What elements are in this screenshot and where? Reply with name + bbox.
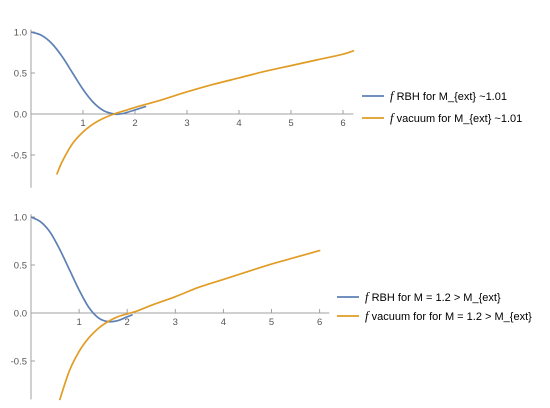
x-tick-label: 6 — [317, 317, 322, 328]
y-tick-label: -0.5 — [11, 151, 27, 162]
y-tick-label: 0.5 — [14, 261, 27, 272]
y-tick-label: 0.0 — [14, 309, 27, 320]
x-tick-label: 4 — [236, 118, 241, 129]
y-tick-label: -0.5 — [11, 357, 27, 368]
x-tick-label: 3 — [184, 118, 189, 129]
x-tick-label: 6 — [340, 118, 345, 129]
legend-entry: f RBH for M_{ext} ~1.01 — [390, 89, 507, 103]
series-line-1 — [56, 50, 355, 175]
x-tick-label: 1 — [76, 317, 81, 328]
y-tick-label: 0.0 — [14, 110, 27, 121]
series-line-0 — [31, 216, 133, 323]
plot-top: 1 2 3 4 5 6 -0.5 0.0 0.5 1.0 f RBH for M_{ext} ~1.… — [11, 28, 522, 188]
legend-entry: f RBH for M = 1.2 > M_{ext} — [365, 290, 501, 304]
x-tick-label: 2 — [125, 317, 130, 328]
x-tick-label: 2 — [132, 118, 137, 129]
x-tick-label: 5 — [269, 317, 274, 328]
legend-entry: f vacuum for for M = 1.2 > M_{ext} — [365, 309, 532, 323]
y-tick-label: 1.0 — [14, 28, 27, 39]
x-tick-label: 1 — [80, 118, 85, 129]
x-tick-label: 3 — [173, 317, 178, 328]
x-tick-label: 5 — [288, 118, 293, 129]
x-tick-label: 4 — [221, 317, 226, 328]
plot-bottom: 1 2 3 4 5 6 -0.5 0.0 0.5 1.0 f RBH for M = 1.2 > M… — [11, 213, 532, 401]
y-tick-label: 0.5 — [14, 69, 27, 80]
legend-entry: f vacuum for M_{ext} ~1.01 — [390, 111, 522, 125]
y-tick-label: 1.0 — [14, 213, 27, 224]
series-line-0 — [31, 31, 147, 116]
series-line-1 — [59, 249, 321, 401]
